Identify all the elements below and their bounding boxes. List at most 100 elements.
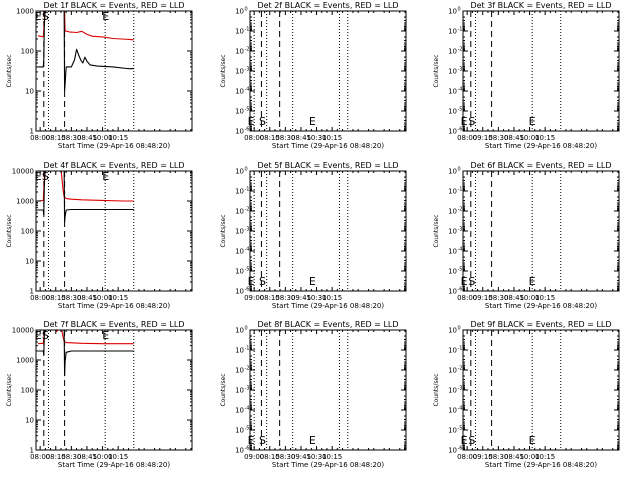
end-marker: E	[529, 275, 536, 288]
end-marker: E	[102, 329, 109, 342]
start-marker: S	[42, 10, 49, 23]
y-tick-exponent: -5	[245, 107, 250, 113]
y-tick-exponent: -1	[458, 27, 463, 33]
end-marker: E	[248, 275, 255, 288]
y-tick-label: 1000	[16, 8, 34, 16]
events-series-line	[38, 11, 134, 92]
y-tick-label: 10	[235, 367, 244, 375]
x-tick-label: 09:00	[244, 294, 264, 302]
x-axis-label: Start Time (29-Apr-16 08:48:20)	[272, 461, 384, 469]
y-tick-exponent: 0	[458, 167, 461, 173]
y-axis-label: Counts/sec	[433, 54, 440, 87]
y-tick-exponent: -2	[245, 366, 250, 372]
y-tick-label: 10	[235, 327, 244, 335]
x-axis-label: Start Time (29-Apr-16 08:48:20)	[272, 302, 384, 310]
y-tick-label: 10	[235, 188, 244, 196]
y-tick-label: 1000	[16, 357, 34, 365]
y-tick-label: 10	[448, 288, 457, 296]
x-tick-label: 09:15	[473, 294, 493, 302]
y-axis-label: Counts/sec	[6, 214, 13, 247]
x-tick-label: 10:15	[535, 453, 555, 461]
y-tick-label: 10	[235, 8, 244, 16]
end-marker: E	[309, 434, 316, 447]
x-tick-label: 08:45	[504, 453, 524, 461]
detector-panel-7: Det 7f BLACK = Events, RED = LLD 10000 100…	[6, 320, 193, 469]
y-tick-label: 10	[448, 8, 457, 16]
x-tick-label: 08:30	[61, 294, 81, 302]
y-tick-exponent: -3	[458, 227, 463, 233]
x-tick-label: 10:00	[519, 134, 539, 142]
x-tick-label: 09:45	[291, 294, 311, 302]
x-tick-label: 09:15	[473, 134, 493, 142]
x-tick-label: 10:30	[306, 294, 326, 302]
x-axis-label: Start Time (29-Apr-16 08:48:20)	[485, 142, 597, 150]
end-marker: E	[309, 115, 316, 128]
start-marker: S	[259, 115, 266, 128]
y-tick-label: 10	[448, 208, 457, 216]
y-axis-label: Counts/sec	[6, 373, 13, 406]
y-tick-label: 10	[235, 288, 244, 296]
y-tick-label: 10	[448, 228, 457, 236]
start-marker: S	[42, 329, 49, 342]
panel-title: Det 9f BLACK = Events, RED = LLD	[470, 320, 611, 329]
y-tick-label: 1	[30, 288, 34, 296]
y-tick-label: 10	[235, 228, 244, 236]
lld-series-line	[38, 171, 134, 202]
plot-area	[470, 11, 562, 131]
plot-area	[37, 11, 135, 131]
x-tick-label: 08:30	[488, 134, 508, 142]
y-axis-label: Counts/sec	[220, 54, 227, 87]
y-axis-label: Counts/sec	[433, 214, 440, 247]
x-tick-label: 08:45	[291, 134, 311, 142]
x-tick-label: 10:15	[322, 134, 342, 142]
y-tick-label: 10	[235, 28, 244, 36]
y-tick-label: 10	[448, 327, 457, 335]
y-tick-label: 1	[30, 447, 34, 455]
y-tick-label: 1000	[16, 198, 34, 206]
y-tick-label: 10	[448, 248, 457, 256]
y-tick-exponent: -4	[458, 247, 463, 253]
y-tick-exponent: -3	[245, 386, 250, 392]
y-tick-label: 10	[448, 88, 457, 96]
x-tick-label: 10:15	[108, 294, 128, 302]
x-tick-label: 08:45	[77, 453, 97, 461]
x-tick-label: 10:15	[322, 453, 342, 461]
y-tick-label: 10	[235, 168, 244, 176]
x-tick-label: 08:30	[61, 134, 81, 142]
y-tick-label: 10	[235, 48, 244, 56]
panel-title: Det 3f BLACK = Events, RED = LLD	[470, 1, 611, 10]
x-tick-label: 10:15	[535, 134, 555, 142]
start-marker: S	[468, 434, 475, 447]
x-tick-label: 08:30	[488, 453, 508, 461]
y-tick-label: 100	[21, 48, 34, 56]
y-tick-exponent: 0	[245, 167, 248, 173]
y-tick-exponent: -6	[245, 287, 250, 293]
y-tick-exponent: -2	[458, 366, 463, 372]
x-tick-label: 08:45	[504, 134, 524, 142]
y-tick-label: 10000	[12, 327, 34, 335]
detector-panel-2: Det 2f BLACK = Events, RED = LLD10-610-5…	[220, 1, 407, 150]
y-tick-label: 10	[448, 268, 457, 276]
panel-title: Det 6f BLACK = Events, RED = LLD	[470, 161, 611, 170]
y-tick-exponent: -5	[458, 107, 463, 113]
plot-area	[470, 330, 562, 450]
y-tick-exponent: -4	[458, 406, 463, 412]
y-tick-exponent: -4	[245, 247, 250, 253]
y-tick-exponent: -4	[245, 406, 250, 412]
y-tick-label: 10	[25, 258, 34, 266]
y-tick-label: 10	[235, 407, 244, 415]
panel-title: Det 7f BLACK = Events, RED = LLD	[43, 320, 184, 329]
x-tick-label: 08:00	[457, 134, 477, 142]
detector-panel-9: Det 9f BLACK = Events, RED = LLD10-610-5…	[433, 320, 620, 469]
x-tick-label: 08:15	[260, 134, 280, 142]
x-tick-label: 08:45	[77, 134, 97, 142]
end-marker: E	[35, 329, 42, 342]
y-tick-label: 100	[21, 228, 34, 236]
y-tick-exponent: -1	[245, 27, 250, 33]
end-marker: E	[102, 10, 109, 23]
y-tick-exponent: -3	[458, 386, 463, 392]
x-tick-label: 10:00	[92, 453, 112, 461]
y-tick-exponent: 0	[245, 326, 248, 332]
x-axis-label: Start Time (29-Apr-16 08:48:20)	[58, 302, 170, 310]
